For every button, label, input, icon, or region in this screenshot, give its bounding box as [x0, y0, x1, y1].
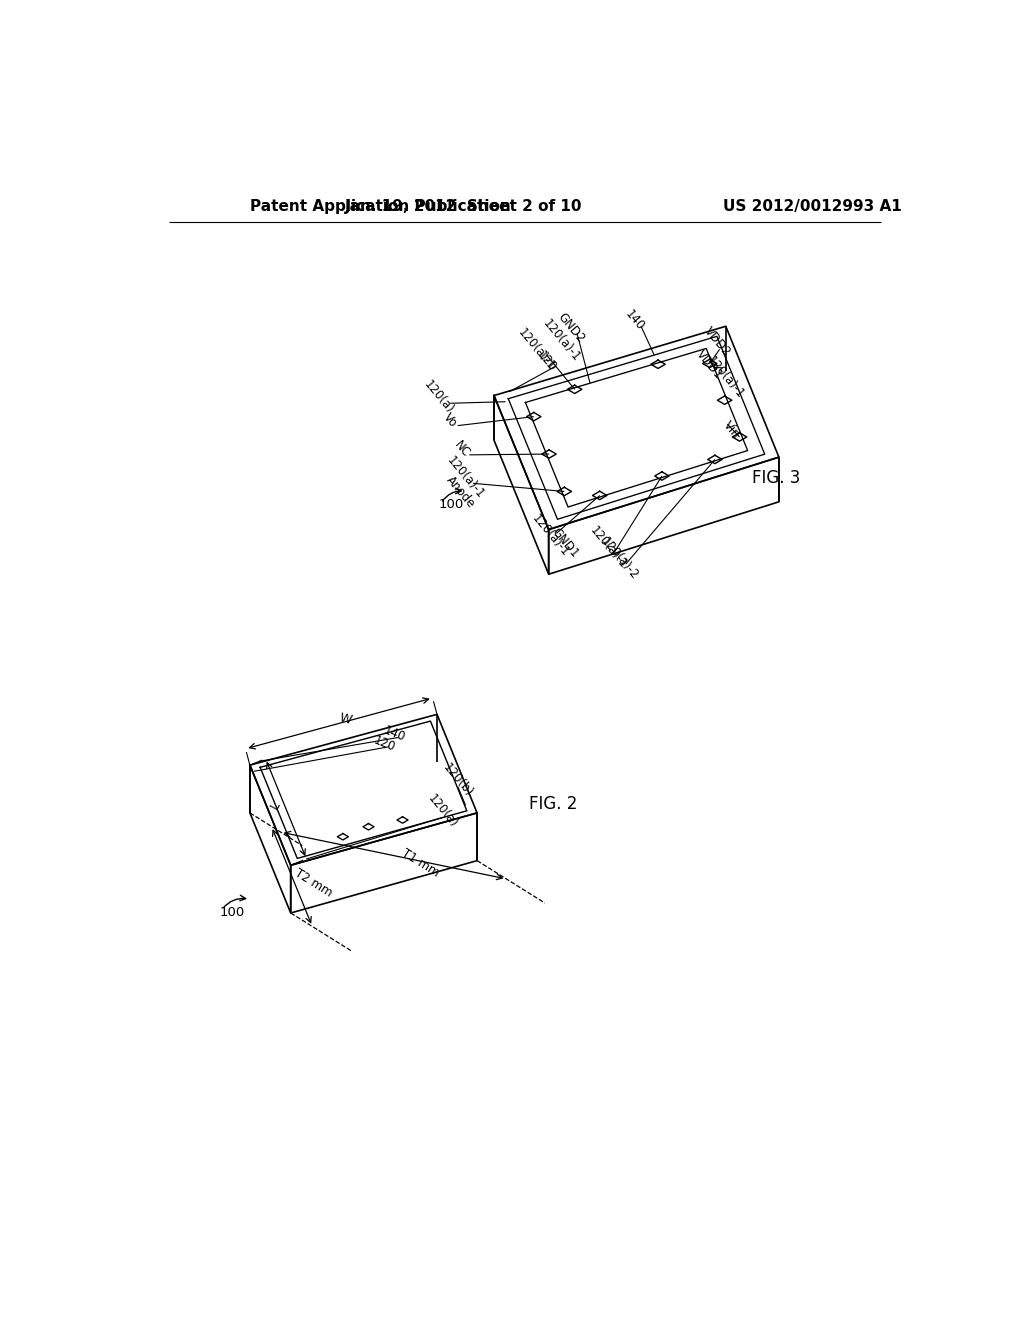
- Text: 120(a)-1: 120(a)-1: [529, 512, 571, 560]
- Text: 120(a)-1: 120(a)-1: [515, 326, 558, 374]
- Text: Jan. 19, 2012  Sheet 2 of 10: Jan. 19, 2012 Sheet 2 of 10: [344, 198, 582, 214]
- Text: 120(a)-1: 120(a)-1: [444, 454, 486, 502]
- Text: 120(a)-1: 120(a)-1: [703, 354, 746, 401]
- Text: W: W: [338, 711, 352, 726]
- Text: Anode: Anode: [443, 474, 477, 511]
- Text: 120(a)-2: 120(a)-2: [598, 535, 641, 582]
- Text: Patent Application Publication: Patent Application Publication: [250, 198, 511, 214]
- Text: GND1: GND1: [550, 525, 582, 561]
- Text: 100: 100: [219, 907, 245, 920]
- Text: GND2: GND2: [555, 310, 587, 346]
- Text: T2 mm: T2 mm: [293, 866, 335, 899]
- Text: 120(a)-1: 120(a)-1: [587, 524, 630, 570]
- Text: 120: 120: [372, 734, 397, 754]
- Text: FIG. 3: FIG. 3: [752, 469, 800, 487]
- Text: 140: 140: [381, 725, 407, 744]
- Text: US 2012/0012993 A1: US 2012/0012993 A1: [724, 198, 902, 214]
- Text: 120: 120: [535, 348, 558, 374]
- Text: Vin: Vin: [720, 418, 742, 441]
- Text: 140: 140: [623, 308, 647, 333]
- Text: NC: NC: [452, 438, 472, 461]
- Text: T1 mm: T1 mm: [399, 846, 441, 879]
- Text: VDD2: VDD2: [701, 325, 733, 359]
- Text: 100: 100: [438, 499, 464, 511]
- Text: 120(a): 120(a): [425, 792, 460, 830]
- Text: 120(b): 120(b): [440, 762, 475, 800]
- Text: Vo: Vo: [440, 411, 460, 430]
- Text: 120(a): 120(a): [421, 378, 456, 416]
- Text: 120(a)-1: 120(a)-1: [540, 317, 583, 364]
- Text: VDD1: VDD1: [694, 347, 725, 381]
- Text: FIG. 2: FIG. 2: [529, 795, 578, 813]
- Text: L: L: [268, 800, 283, 812]
